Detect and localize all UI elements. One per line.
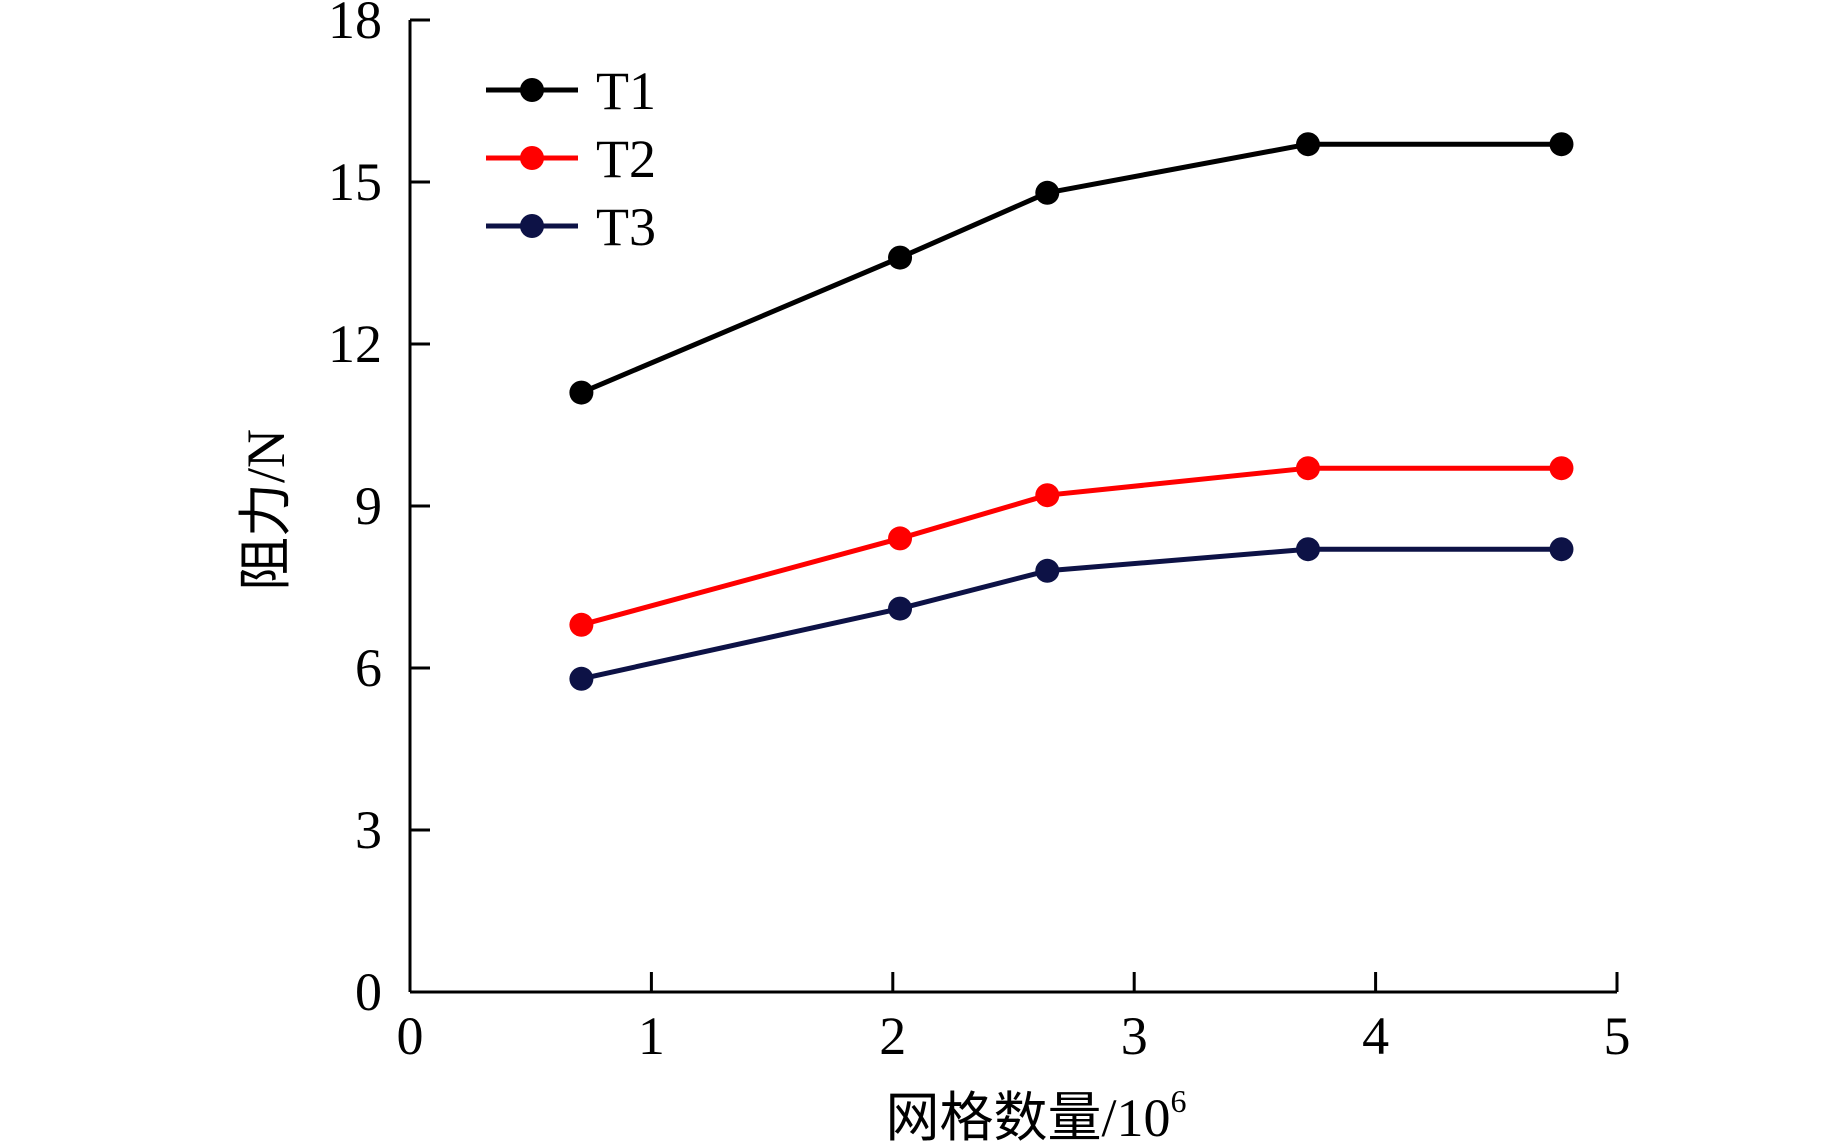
series-line-T3 [580, 546, 1562, 682]
y-axis-title: 阻力/N [236, 429, 296, 591]
legend-label: T1 [596, 61, 656, 121]
x-tick-label: 2 [879, 1006, 906, 1066]
series-line-T2 [580, 465, 1562, 628]
x-axis-title-main: 网格数量/10 [885, 1088, 1170, 1148]
series-T1 [569, 132, 1574, 405]
legend: T1 T2 T3 [486, 61, 656, 257]
series-layer [569, 132, 1574, 691]
data-point-T3 [569, 666, 594, 691]
x-tick-label: 5 [1604, 1006, 1631, 1066]
data-point-T3 [1035, 558, 1060, 583]
legend-label: T3 [596, 197, 656, 257]
y-tick-label: 15 [328, 152, 382, 212]
y-tick-label: 18 [328, 0, 382, 50]
x-tick-label: 0 [397, 1006, 424, 1066]
data-point-T1 [1296, 132, 1321, 157]
legend-marker [520, 78, 544, 102]
data-point-T2 [888, 526, 913, 551]
series-T3 [569, 537, 1574, 691]
data-point-T2 [569, 612, 594, 637]
data-point-T3 [1549, 537, 1574, 562]
data-point-T1 [1549, 132, 1574, 157]
data-point-T2 [1035, 483, 1060, 508]
legend-label: T2 [596, 129, 656, 189]
y-tick-label: 0 [355, 962, 382, 1022]
legend-marker [520, 146, 544, 170]
y-tick-label: 6 [355, 638, 382, 698]
x-axis-title: 网格数量/106 [885, 1083, 1186, 1148]
data-point-T3 [1296, 537, 1321, 562]
data-point-T3 [888, 596, 913, 621]
data-point-T1 [569, 380, 594, 405]
x-axis-title-superscript: 6 [1171, 1083, 1187, 1119]
legend-item-T3: T3 [486, 197, 656, 257]
legend-item-T2: T2 [486, 129, 656, 189]
data-point-T2 [1296, 456, 1321, 481]
series-line-T1 [580, 141, 1562, 395]
y-tick-label: 12 [328, 314, 382, 374]
x-tick-label: 1 [638, 1006, 665, 1066]
x-tick-label: 3 [1121, 1006, 1148, 1066]
legend-marker [520, 214, 544, 238]
y-tick-label: 9 [355, 476, 382, 536]
y-tick-label: 3 [355, 800, 382, 860]
x-tick-label: 4 [1362, 1006, 1389, 1066]
data-point-T1 [888, 245, 913, 270]
series-T2 [569, 456, 1574, 637]
legend-item-T1: T1 [486, 61, 656, 121]
data-point-T1 [1035, 180, 1060, 205]
data-point-T2 [1549, 456, 1574, 481]
